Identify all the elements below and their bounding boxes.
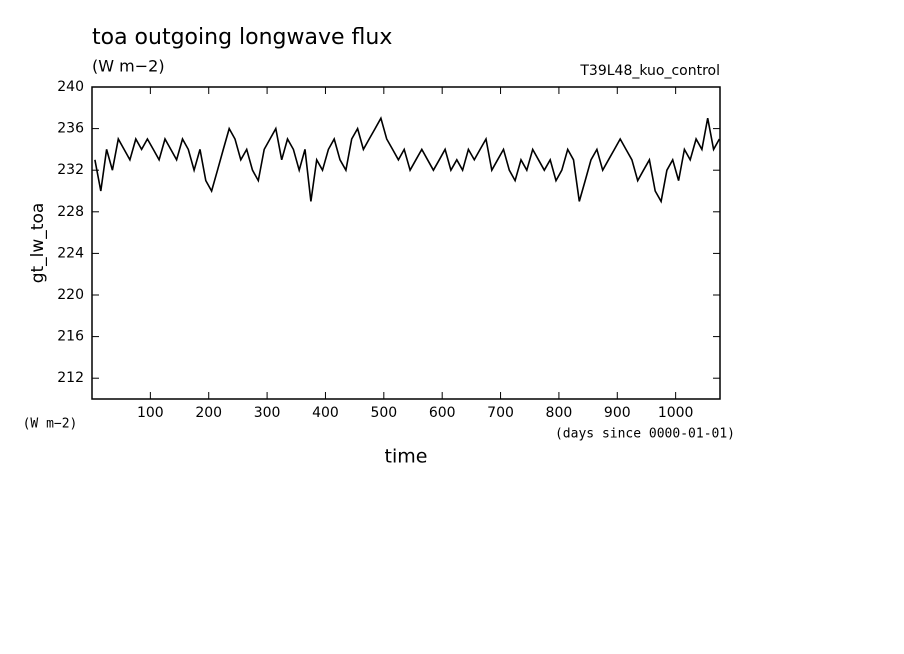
y-tick-label: 240 (57, 79, 84, 95)
x-units: (days since 0000-01-01) (555, 427, 735, 442)
x-tick-label: 100 (137, 405, 164, 421)
x-tick-label: 700 (487, 405, 514, 421)
plot-frame (91, 86, 721, 400)
x-tick-label: 200 (195, 405, 222, 421)
y-tick-label: 236 (57, 121, 84, 137)
y-tick-label: 228 (57, 204, 84, 220)
x-tick-label: 300 (254, 405, 281, 421)
y-tick-label: 212 (57, 370, 84, 386)
chart-title: toa outgoing longwave flux (92, 25, 392, 50)
y-tick-label: 220 (57, 287, 84, 303)
data-line (94, 116, 721, 204)
x-tick-label: 1000 (658, 405, 694, 421)
y-axis-label: gt_lw_toa (28, 203, 48, 284)
x-tick-label: 600 (429, 405, 456, 421)
chart-subtitle: (W m−2) (92, 57, 165, 76)
x-axis-label: time (385, 446, 428, 468)
x-tick-label: 400 (312, 405, 339, 421)
run-label: T39L48_kuo_control (579, 63, 720, 79)
y-tick-label: 232 (57, 162, 84, 178)
x-tick-label: 500 (370, 405, 397, 421)
x-tick-label: 900 (604, 405, 631, 421)
x-tick-label: 800 (546, 405, 573, 421)
y-tick-label: 216 (57, 329, 84, 345)
y-tick-label: 224 (57, 245, 84, 261)
y-units: (W m−2) (23, 417, 78, 432)
